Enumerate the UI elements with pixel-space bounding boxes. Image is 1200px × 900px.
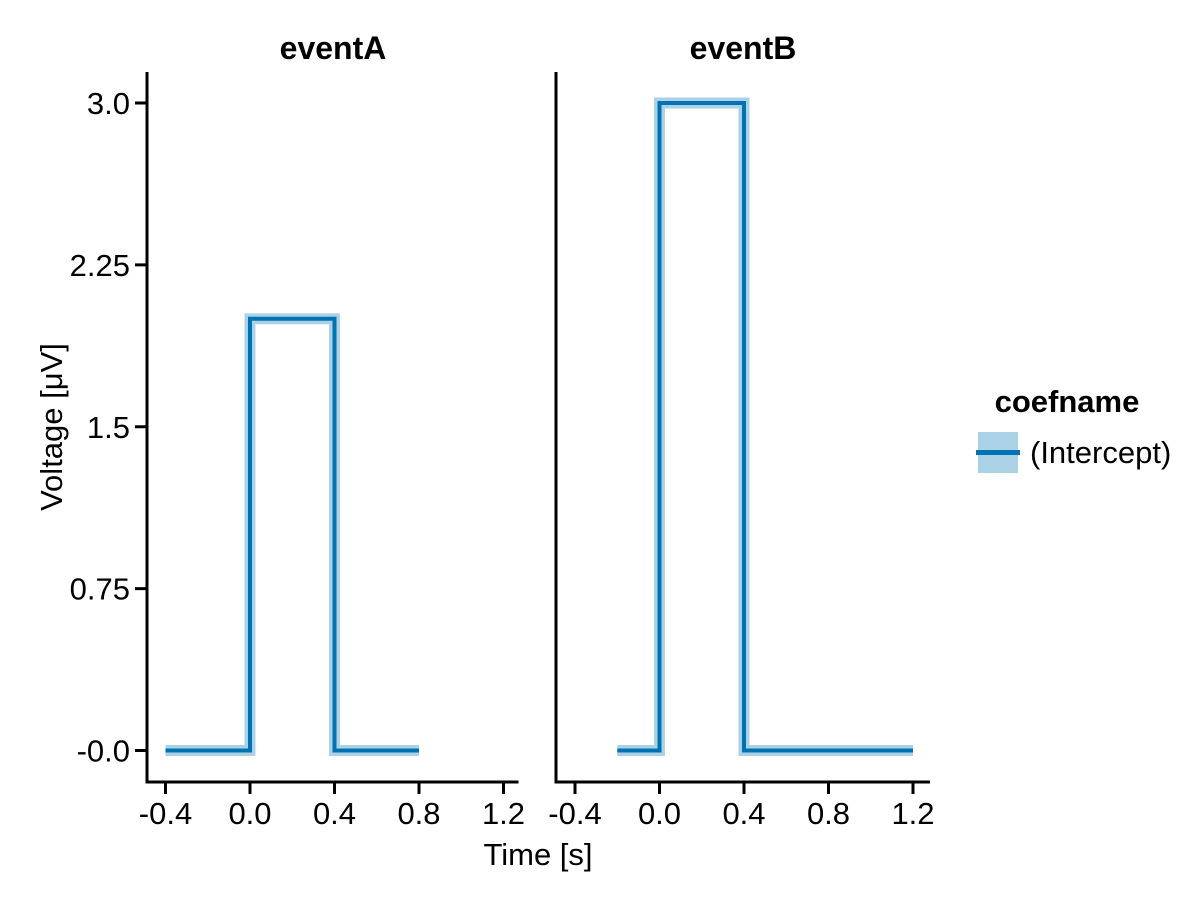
confidence-band-eventA: [165, 313, 419, 756]
y-tick-label: 1.5: [87, 410, 130, 445]
y-tick-label: 3.0: [87, 86, 130, 121]
y-axis-label: Voltage [μV]: [34, 343, 69, 511]
y-tick-label: -0.0: [77, 734, 130, 769]
legend-line-swatch: [976, 450, 1020, 455]
confidence-band-eventB: [617, 97, 913, 756]
x-tick-label: 1.2: [482, 796, 525, 831]
erp-line-eventA: [165, 316, 419, 753]
x-axis-label: Time [s]: [483, 837, 593, 872]
y-tick-label: 2.25: [70, 248, 130, 283]
x-tick-label: -0.4: [548, 796, 601, 831]
x-tick-label: 0.0: [638, 796, 681, 831]
facet-title-eventA: eventA: [279, 30, 387, 66]
x-tick-label: -0.4: [139, 796, 192, 831]
x-tick-label: 1.2: [891, 796, 934, 831]
legend-entry-label: (Intercept): [1030, 435, 1172, 470]
x-tick-label: 0.8: [397, 796, 440, 831]
y-tick-label: 0.75: [70, 572, 130, 607]
x-tick-label: 0.8: [807, 796, 850, 831]
x-tick-label: 0.0: [228, 796, 271, 831]
legend-title: coefname: [994, 384, 1140, 419]
erp-line-eventB: [617, 101, 913, 753]
x-tick-label: 0.4: [722, 796, 765, 831]
facet-title-eventB: eventB: [689, 30, 797, 66]
x-tick-label: 0.4: [313, 796, 356, 831]
legend-band-swatch: [976, 432, 1020, 473]
